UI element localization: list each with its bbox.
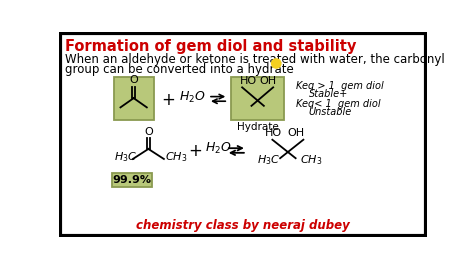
Text: OH: OH <box>259 76 276 86</box>
Text: chemistry class by neeraj dubey: chemistry class by neeraj dubey <box>136 219 350 232</box>
Text: $H_2O$: $H_2O$ <box>205 141 232 156</box>
Text: +: + <box>161 91 175 109</box>
Text: Hydrate: Hydrate <box>237 122 279 132</box>
Text: e: e <box>275 61 279 67</box>
Text: O: O <box>129 75 138 85</box>
Text: Stable+: Stable+ <box>309 89 348 98</box>
Text: group can be converted into a hydrate: group can be converted into a hydrate <box>64 64 293 77</box>
Text: $H_3C$: $H_3C$ <box>113 151 137 164</box>
Text: $CH_3$: $CH_3$ <box>165 151 188 164</box>
Text: $CH_3$: $CH_3$ <box>300 153 322 167</box>
Text: Keq > 1  gem diol: Keq > 1 gem diol <box>296 81 383 91</box>
Text: O: O <box>144 127 153 137</box>
Text: 99.9%: 99.9% <box>113 175 152 185</box>
Text: Keq< 1  gem diol: Keq< 1 gem diol <box>296 99 380 109</box>
Bar <box>113 77 154 120</box>
Bar <box>112 173 152 187</box>
Text: HO: HO <box>240 76 257 86</box>
Text: Formation of gem diol and stability: Formation of gem diol and stability <box>64 39 356 54</box>
Text: HO: HO <box>265 128 283 138</box>
Circle shape <box>272 59 281 68</box>
Text: $H_3C$: $H_3C$ <box>257 153 280 167</box>
Bar <box>231 77 284 120</box>
Text: +: + <box>188 142 202 160</box>
Text: OH: OH <box>287 128 304 138</box>
Text: $H_2O$: $H_2O$ <box>179 90 206 105</box>
Text: When an aldehyde or ketone is treated with water, the carbonyl: When an aldehyde or ketone is treated wi… <box>64 53 445 66</box>
Text: Unstable: Unstable <box>309 107 352 117</box>
